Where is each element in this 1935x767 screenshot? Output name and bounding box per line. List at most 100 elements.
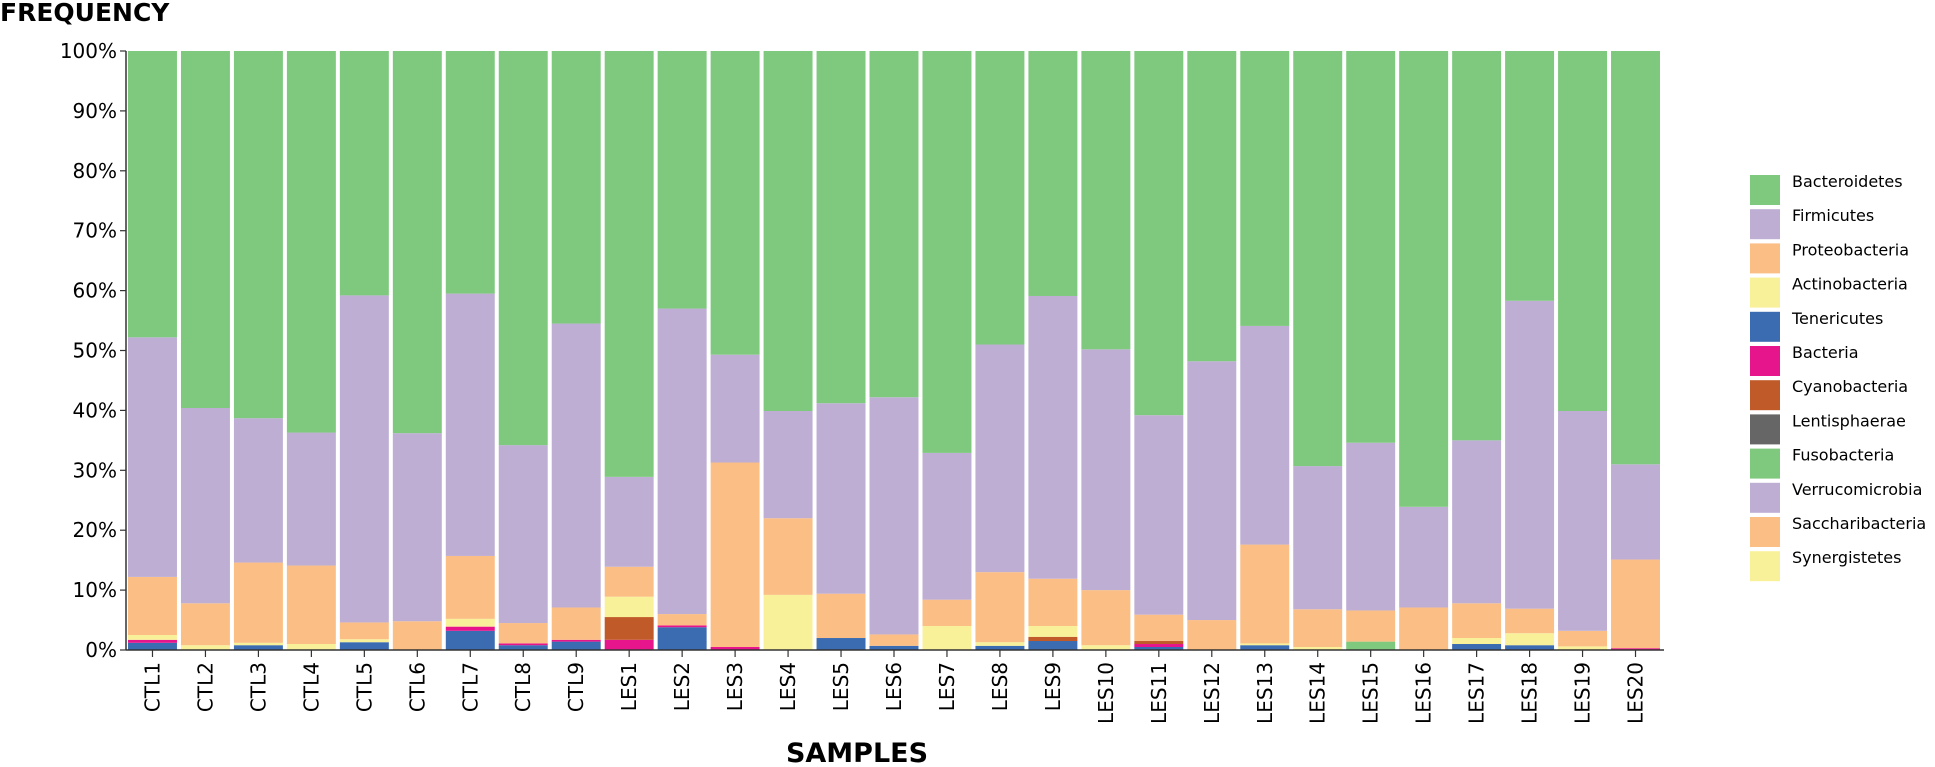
bar-segment [710,51,760,355]
bar-segment [1505,608,1555,634]
bar-segment [604,617,654,640]
bar-segment [498,643,548,646]
legend-swatch [1750,517,1780,547]
bar-segment [1452,603,1502,639]
legend-swatch [1750,243,1780,274]
x-tick-label: CTL7 [458,662,482,712]
x-tick-label: CTL6 [405,662,429,712]
bar-segment [286,644,336,650]
bar-segment [233,51,283,419]
bar-segment [657,614,707,626]
bar-segment [710,462,760,648]
bar-segment [339,622,389,640]
bar-segment [498,51,548,446]
x-tick-label: LES15 [1359,662,1383,724]
x-tick-label: LES14 [1306,662,1330,724]
legend-swatch [1750,448,1780,479]
legend: Bacteroidetes Firmicutes Proteobacteria Act… [1750,172,1926,582]
y-tick-label: 20% [73,518,117,542]
bar-segment [922,599,972,627]
bar-segment [763,594,813,650]
y-tick-label: 10% [73,578,117,602]
bar-segment [1293,51,1343,467]
y-tick-label: 60% [73,279,117,303]
bar-segment [445,555,495,619]
bar-segment [1505,300,1555,609]
x-tick-label: LES9 [1041,662,1065,711]
bar-segment [1028,578,1078,627]
bar-segment [1558,51,1608,411]
bar-segment [816,638,866,650]
bar-segment [1240,643,1290,646]
x-tick-label: LES13 [1253,662,1277,724]
bar-segment [1346,442,1396,611]
bar-segment [128,639,177,643]
x-tick-label: CTL5 [352,662,376,712]
legend-label: Verrucomicrobia [1792,480,1922,499]
bar-segment [1028,51,1078,296]
bar-segment [1134,644,1184,648]
bar-segment [869,51,919,398]
bar-segment [445,618,495,627]
x-tick-label: LES10 [1094,662,1118,724]
x-tick-label: LES12 [1200,662,1224,724]
bar-segment [1293,647,1343,650]
legend-label: Fusobacteria [1792,446,1894,465]
x-tick-label: LES11 [1147,662,1171,724]
bar-segment [657,627,707,650]
legend-label: Lentisphaerae [1792,411,1906,430]
bar-segment [339,639,389,643]
x-tick-label: LES7 [935,662,959,711]
bar-segment [869,645,919,650]
bar-segment [657,51,707,309]
bar-segment [1346,610,1396,642]
bar-segment [604,51,654,477]
bar-segment [869,397,919,635]
y-tick-label: 30% [73,458,117,482]
x-tick-label: LES5 [829,662,853,711]
bar-segment [1505,645,1555,650]
bar-segment [445,626,495,631]
x-tick-label: LES19 [1571,662,1595,724]
bar-segment [922,51,972,453]
bar-segment [233,562,283,643]
bar-segment [1293,609,1343,648]
bar-segment [1028,295,1078,579]
bar-segment [445,630,495,650]
bar-segment [604,476,654,567]
bar-segment [339,51,389,296]
bar-segment [551,639,601,642]
bar-segment [1611,648,1660,650]
bar-segment [128,337,177,577]
bar-segment [180,645,230,650]
x-tick-label: LES20 [1624,662,1648,724]
bar-segment [710,354,760,463]
x-tick-label: CTL2 [193,662,217,712]
x-tick-label: LES1 [617,662,641,711]
x-tick-label: LES16 [1412,662,1436,724]
legend-swatch [1750,311,1780,342]
x-tick-label: LES3 [723,662,747,711]
bar-segment [1611,51,1660,465]
bar-segment [1346,641,1396,650]
bar-segment [604,596,654,618]
bar-segment [657,625,707,628]
bar-segment [180,603,230,646]
legend-swatch [1750,482,1780,513]
bar-segment [551,51,601,324]
legend-label: Synergistetes [1792,548,1901,567]
bar-segment [1240,645,1290,650]
bar-segment [1187,620,1237,650]
bar-segment [1452,440,1502,604]
bar-segment [392,621,442,650]
bar-segment [1134,641,1184,645]
bar-segment [975,572,1025,643]
x-tick-label: CTL1 [140,662,164,712]
bar-segment [1505,51,1555,301]
bar-segment [816,593,866,639]
bar-segment [1134,415,1184,615]
bar-segment [922,626,972,650]
bar-segment [445,293,495,556]
bar-segment [286,432,336,566]
